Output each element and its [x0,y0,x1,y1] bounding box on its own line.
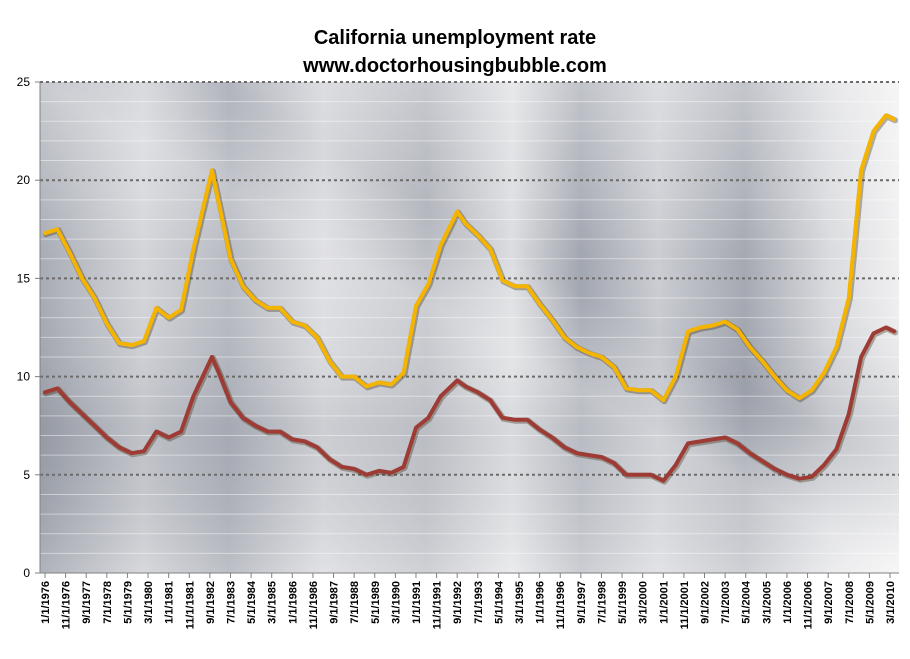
x-tick-label: 1/1/2001 [658,581,670,624]
x-tick-label: 5/1/1994 [493,580,505,624]
x-tick-label: 1/1/2006 [782,581,794,624]
x-tick-label: 9/1/1987 [329,581,341,624]
chart-subtitle: www.doctorhousingbubble.com [303,55,607,77]
x-tick-label: 11/1/1991 [432,581,444,629]
x-tick-label: 1/1/1981 [164,581,176,624]
x-tick-label: 1/1/1991 [411,581,423,624]
x-tick-label: 3/1/2010 [885,581,897,624]
x-tick-label: 5/1/2009 [864,581,876,624]
axes [35,81,899,578]
x-tick-label: 3/1/1995 [514,581,526,624]
x-tick-label: 5/1/1989 [370,581,382,624]
x-tick-label: 1/1/1976 [40,581,52,624]
y-tick-label: 25 [17,75,31,89]
gridlines [40,81,899,554]
y-tick-label: 15 [17,271,31,285]
series-line-2 [43,325,897,483]
x-tick-label: 11/1/1976 [61,581,73,629]
plot-area [40,82,899,573]
x-axis-tick-labels: 1/1/1976 11/1/1976 9/1/1977 7/1/1978 5/1/197… [40,580,897,629]
y-tick-label: 5 [23,468,30,482]
x-tick-label: 11/1/1981 [184,581,196,629]
x-tick-label: 3/1/1990 [390,581,402,624]
x-tick-label: 1/1/1986 [287,581,299,624]
x-tick-label: 9/1/1997 [576,581,588,624]
x-tick-label: 5/1/1999 [617,581,629,624]
x-tick-label: 11/1/2001 [679,581,691,629]
x-tick-label: 5/1/2004 [741,580,753,624]
x-tick-label: 7/1/1983 [226,581,238,624]
x-tick-label: 9/1/1977 [81,581,93,624]
x-tick-label: 7/1/1988 [349,581,361,624]
x-tick-label: 7/1/2003 [720,581,732,624]
x-tick-label: 5/1/1984 [246,580,258,624]
x-tick-label: 9/1/1982 [205,581,217,624]
x-tick-label: 7/1/1978 [102,581,114,624]
x-tick-label: 7/1/1998 [597,581,609,624]
x-tick-label: 5/1/1979 [122,581,134,624]
x-tick-label: 9/1/1992 [452,581,464,624]
x-tick-label: 3/1/2005 [761,581,773,624]
x-tick-label: 3/1/2000 [638,581,650,624]
chart-title-block: California unemployment rate www.doctorh… [0,24,910,80]
x-tick-label: 11/1/2006 [803,581,815,629]
x-tick-label: 1/1/1996 [535,581,547,624]
y-axis-tick-labels: 0 5 10 15 20 25 [17,75,31,580]
x-tick-label: 7/1/2008 [844,581,856,624]
x-tick-label: 9/1/2002 [700,581,712,624]
y-tick-label: 10 [17,370,31,384]
y-tick-label: 0 [23,566,30,580]
x-tick-label: 11/1/1996 [555,581,567,629]
x-tick-label: 7/1/1993 [473,581,485,624]
x-tick-label: 9/1/2007 [823,581,835,624]
x-tick-label: 3/1/1980 [143,581,155,624]
plot-background-sheen [40,82,899,573]
x-tick-label: 3/1/1985 [267,581,279,624]
series-line-1 [43,113,897,403]
chart-title: California unemployment rate [313,27,597,49]
y-tick-label: 20 [17,173,31,187]
x-tick-label: 11/1/1986 [308,581,320,629]
series-lines [43,113,899,485]
